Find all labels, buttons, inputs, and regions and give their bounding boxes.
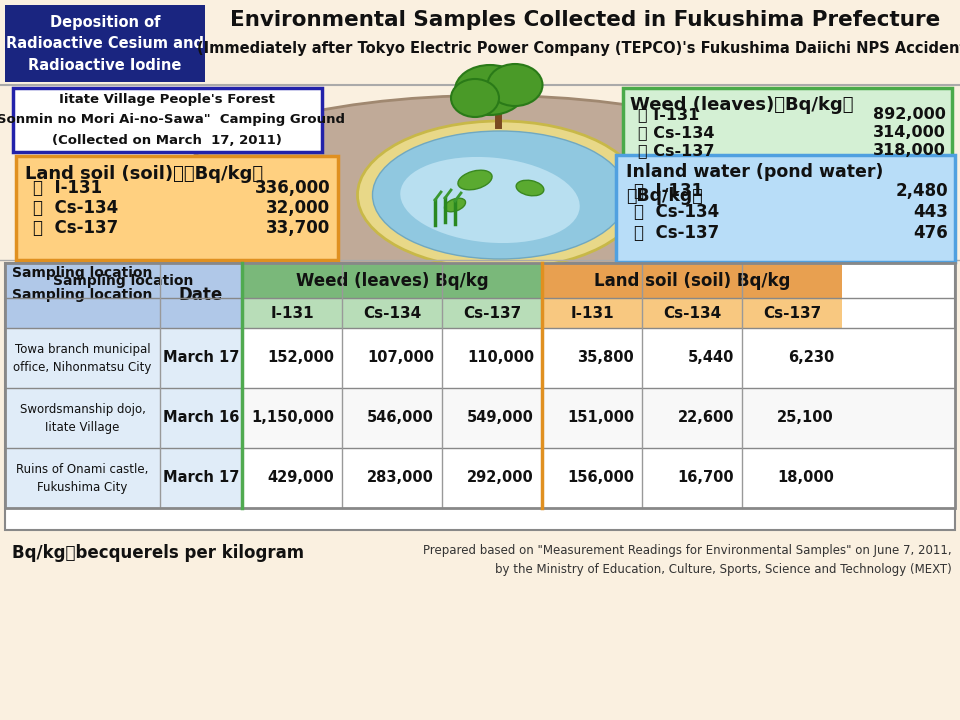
Ellipse shape [357, 121, 642, 269]
Text: Swordsmanship dojo,
Iitate Village: Swordsmanship dojo, Iitate Village [19, 402, 145, 433]
Text: 549,000: 549,000 [468, 410, 534, 426]
FancyBboxPatch shape [16, 156, 338, 260]
Text: Cs-137: Cs-137 [763, 305, 821, 320]
Text: ・  Cs-134: ・ Cs-134 [634, 203, 719, 221]
Bar [542, 298, 842, 328]
Bar [5, 448, 955, 508]
Text: Cs-137: Cs-137 [463, 305, 521, 320]
Text: Weed (leaves)（Bq/kg）: Weed (leaves)（Bq/kg） [630, 96, 853, 114]
Text: 429,000: 429,000 [267, 470, 334, 485]
Text: ・ Cs-137: ・ Cs-137 [638, 143, 714, 158]
Text: Ruins of Onami castle,
Fukushima City: Ruins of Onami castle, Fukushima City [16, 462, 149, 493]
Text: ・  Cs-137: ・ Cs-137 [634, 224, 719, 242]
Ellipse shape [488, 64, 542, 106]
Text: 152,000: 152,000 [267, 351, 334, 366]
Text: 151,000: 151,000 [566, 410, 634, 426]
Bar [5, 388, 955, 448]
Text: March 17: March 17 [163, 470, 239, 485]
Text: Environmental Samples Collected in Fukushima Prefecture: Environmental Samples Collected in Fukus… [229, 10, 940, 30]
Text: March 16: March 16 [163, 410, 239, 426]
Text: ・  Cs-134: ・ Cs-134 [33, 199, 118, 217]
Ellipse shape [451, 79, 499, 117]
Text: Land soil (soil) Bq/kg: Land soil (soil) Bq/kg [594, 271, 790, 289]
Text: 25,100: 25,100 [778, 410, 834, 426]
Text: Land soil (soil)　（Bq/kg）: Land soil (soil) （Bq/kg） [25, 165, 263, 183]
Text: 546,000: 546,000 [367, 410, 434, 426]
Bar [5, 263, 160, 328]
Bar [542, 263, 842, 298]
Text: 1,150,000: 1,150,000 [251, 410, 334, 426]
Text: 443: 443 [913, 203, 948, 221]
Text: 6,230: 6,230 [788, 351, 834, 366]
Text: ・  I-131: ・ I-131 [33, 179, 102, 197]
Text: Cs-134: Cs-134 [363, 305, 421, 320]
Bar [5, 298, 242, 328]
Text: Sampling location: Sampling location [12, 289, 153, 302]
Text: 892,000: 892,000 [874, 107, 946, 122]
Text: Inland water (pond water)
（Bq/kg）: Inland water (pond water) （Bq/kg） [626, 163, 883, 204]
Text: Sampling location: Sampling location [54, 274, 194, 287]
Bar [5, 263, 242, 298]
Bar [160, 263, 242, 328]
Text: Bq/kg：becquerels per kilogram: Bq/kg：becquerels per kilogram [12, 544, 304, 562]
Ellipse shape [516, 180, 544, 196]
Text: 476: 476 [913, 224, 948, 242]
Ellipse shape [372, 131, 628, 259]
FancyBboxPatch shape [616, 155, 955, 262]
Bar [5, 263, 955, 508]
Text: Iitate Village People's Forest
"Sonmin no Mori Ai-no-Sawa"  Camping Ground
(Coll: Iitate Village People's Forest "Sonmin n… [0, 94, 345, 146]
Bar [242, 263, 542, 298]
Text: Weed (leaves) Bq/kg: Weed (leaves) Bq/kg [296, 271, 489, 289]
Text: 107,000: 107,000 [367, 351, 434, 366]
Text: ・  Cs-137: ・ Cs-137 [33, 219, 118, 237]
Bar [5, 263, 955, 530]
Text: 16,700: 16,700 [678, 470, 734, 485]
Text: 156,000: 156,000 [567, 470, 634, 485]
Bar [5, 328, 955, 388]
Text: 18,000: 18,000 [778, 470, 834, 485]
Bar [0, 0, 960, 85]
Bar [5, 328, 242, 388]
Text: ・ Cs-134: ・ Cs-134 [638, 125, 714, 140]
Text: I-131: I-131 [570, 305, 613, 320]
Text: 2,480: 2,480 [896, 182, 948, 200]
Text: 33,700: 33,700 [266, 219, 330, 237]
Text: 292,000: 292,000 [468, 470, 534, 485]
Text: I-131: I-131 [270, 305, 314, 320]
Text: Date: Date [179, 287, 223, 305]
FancyBboxPatch shape [623, 88, 952, 157]
Bar [5, 5, 205, 82]
Text: 5,440: 5,440 [687, 351, 734, 366]
Text: 283,000: 283,000 [367, 470, 434, 485]
Text: Cs-134: Cs-134 [662, 305, 721, 320]
Ellipse shape [170, 96, 810, 290]
Text: March 17: March 17 [163, 351, 239, 366]
Text: Sampling location: Sampling location [12, 266, 153, 279]
Text: 22,600: 22,600 [678, 410, 734, 426]
Text: 314,000: 314,000 [874, 125, 946, 140]
Ellipse shape [400, 157, 580, 243]
Text: Towa branch municipal
office, Nihonmatsu City: Towa branch municipal office, Nihonmatsu… [13, 343, 152, 374]
Ellipse shape [455, 65, 525, 115]
Text: Prepared based on "Measurement Readings for Environmental Samples" on June 7, 20: Prepared based on "Measurement Readings … [423, 544, 952, 576]
Ellipse shape [444, 198, 466, 212]
Text: (Immediately after Tokyo Electric Power Company (TEPCO)'s Fukushima Daiichi NPS : (Immediately after Tokyo Electric Power … [197, 40, 960, 55]
Text: 110,000: 110,000 [467, 351, 534, 366]
Text: 35,800: 35,800 [577, 351, 634, 366]
Bar [0, 85, 960, 260]
Text: Deposition of
Radioactive Cesium and
Radioactive Iodine: Deposition of Radioactive Cesium and Rad… [6, 16, 204, 73]
Text: 336,000: 336,000 [254, 179, 330, 197]
Bar [5, 388, 242, 448]
Text: ・ I-131: ・ I-131 [638, 107, 699, 122]
Text: 32,000: 32,000 [266, 199, 330, 217]
FancyBboxPatch shape [13, 88, 322, 152]
Ellipse shape [458, 170, 492, 190]
Text: 318,000: 318,000 [874, 143, 946, 158]
Bar [242, 298, 542, 328]
Bar [5, 448, 242, 508]
Text: ・  I-131: ・ I-131 [634, 182, 703, 200]
